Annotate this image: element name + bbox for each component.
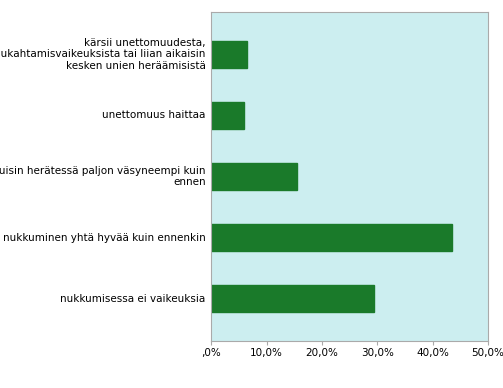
Bar xyxy=(211,102,244,129)
Bar xyxy=(211,224,452,251)
Bar xyxy=(211,285,374,312)
Bar xyxy=(211,163,297,190)
Bar xyxy=(211,41,247,68)
